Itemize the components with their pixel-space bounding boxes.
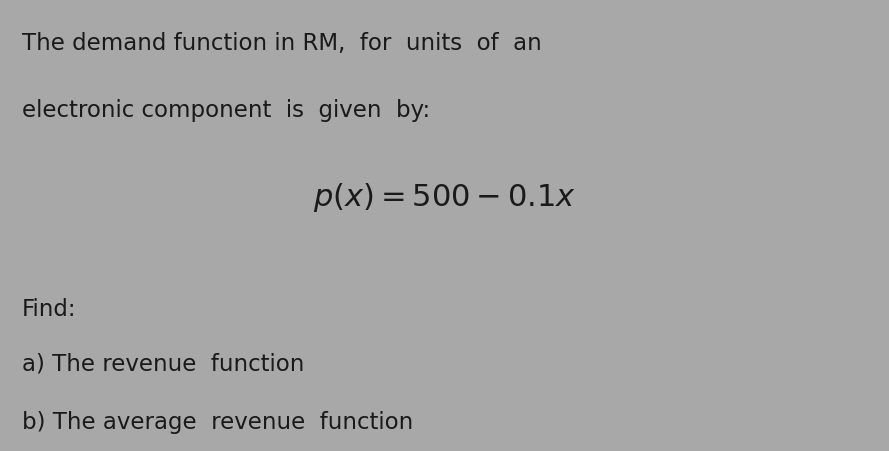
- Text: The demand function in RM,  for  units  of  an: The demand function in RM, for units of …: [22, 32, 542, 55]
- Text: Find:: Find:: [22, 298, 76, 321]
- Text: a) The revenue  function: a) The revenue function: [22, 352, 305, 375]
- Text: b) The average  revenue  function: b) The average revenue function: [22, 410, 413, 433]
- Text: $p(x)=500-0.1x$: $p(x)=500-0.1x$: [313, 180, 576, 213]
- Text: electronic component  is  given  by:: electronic component is given by:: [22, 99, 430, 122]
